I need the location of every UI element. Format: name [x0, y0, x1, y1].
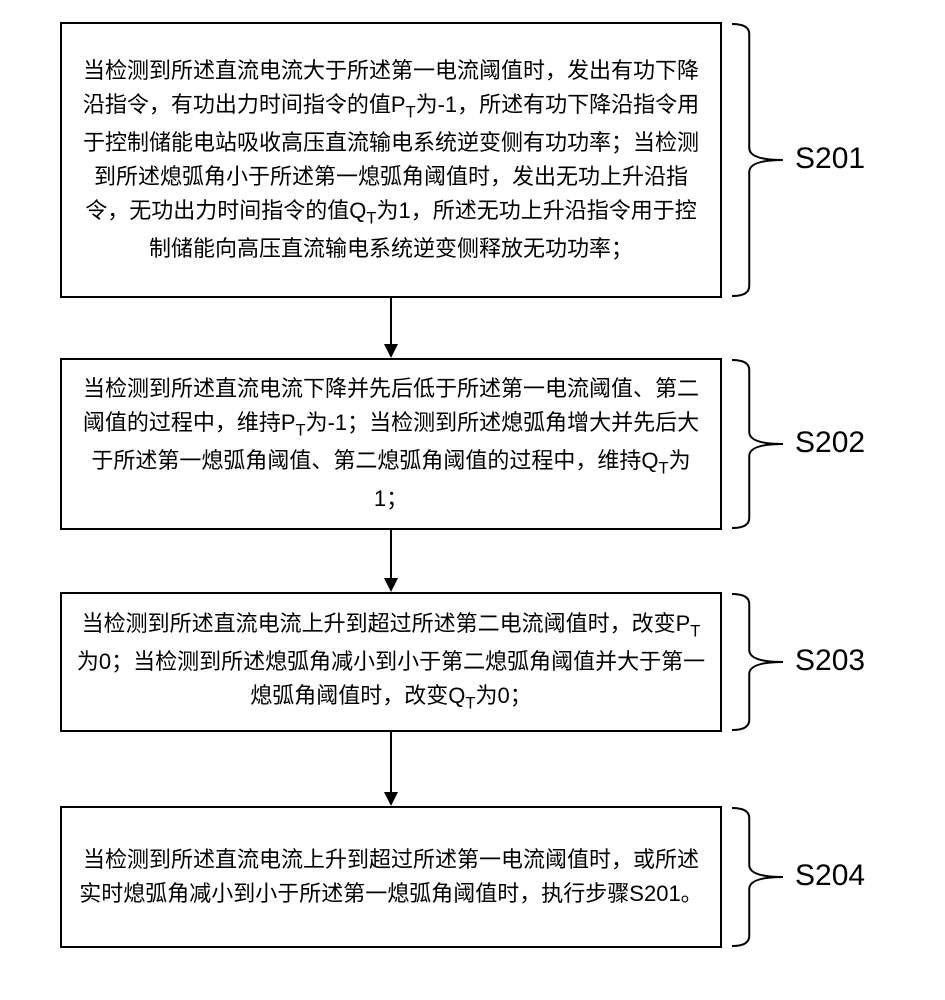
arrow-s202-s203 — [390, 530, 392, 578]
brace-s203 — [730, 592, 785, 732]
flowchart-container: 当检测到所述直流电流大于所述第一电流阈值时，发出有功下降沿指令，有功出力时间指令… — [0, 0, 945, 1000]
flow-node-s202: 当检测到所述直流电流下降并先后低于所述第一电流阈值、第二阈值的过程中，维持PT为… — [60, 358, 722, 530]
flow-node-text: 当检测到所述直流电流上升到超过所述第二电流阈值时，改变PT为0；当检测到所述熄弧… — [76, 607, 706, 717]
step-label-s202: S202 — [795, 426, 865, 460]
step-label-s201: S201 — [795, 142, 865, 176]
brace-s202 — [730, 358, 785, 530]
flow-node-s204: 当检测到所述直流电流上升到超过所述第一电流阈值时，或所述实时熄弧角减小到小于所述… — [60, 806, 722, 948]
flow-node-s201: 当检测到所述直流电流大于所述第一电流阈值时，发出有功下降沿指令，有功出力时间指令… — [60, 22, 722, 298]
arrow-s203-s204 — [390, 732, 392, 792]
step-label-s203: S203 — [795, 644, 865, 678]
brace-s204 — [730, 806, 785, 948]
arrow-head-s202-s203 — [384, 578, 398, 592]
flow-node-text: 当检测到所述直流电流下降并先后低于所述第一电流阈值、第二阈值的过程中，维持PT为… — [76, 372, 706, 516]
step-label-s204: S204 — [795, 859, 865, 893]
arrow-s201-s202 — [390, 298, 392, 344]
flow-node-s203: 当检测到所述直流电流上升到超过所述第二电流阈值时，改变PT为0；当检测到所述熄弧… — [60, 592, 722, 732]
arrow-head-s203-s204 — [384, 792, 398, 806]
flow-node-text: 当检测到所述直流电流大于所述第一电流阈值时，发出有功下降沿指令，有功出力时间指令… — [76, 54, 706, 266]
flow-node-text: 当检测到所述直流电流上升到超过所述第一电流阈值时，或所述实时熄弧角减小到小于所述… — [76, 843, 706, 911]
arrow-head-s201-s202 — [384, 344, 398, 358]
brace-s201 — [730, 22, 785, 298]
